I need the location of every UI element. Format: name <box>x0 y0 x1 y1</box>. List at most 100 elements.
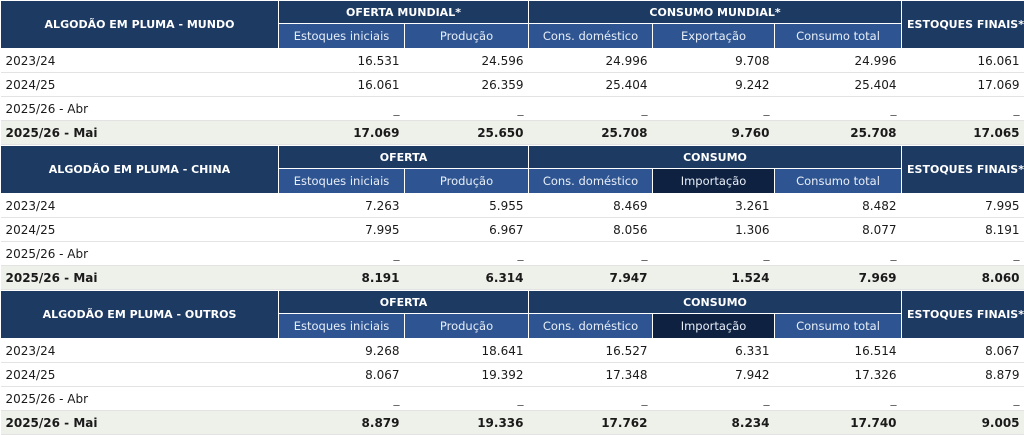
col-header: Produção <box>405 169 529 194</box>
row-label: 2024/25 <box>1 218 279 242</box>
cell: 25.404 <box>529 73 653 97</box>
cell: 7.995 <box>902 194 1024 218</box>
cell: 8.056 <box>529 218 653 242</box>
col-header: Consumo total <box>775 314 902 339</box>
cell: 16.061 <box>279 73 405 97</box>
group-header-consumption: CONSUMO <box>529 146 902 169</box>
table-row: 2023/24 9.268 18.641 16.527 6.331 16.514… <box>1 339 1024 363</box>
cell: _ <box>902 242 1024 266</box>
cell: 9.708 <box>653 49 775 73</box>
cell: 17.069 <box>902 73 1024 97</box>
cell: _ <box>279 387 405 411</box>
row-label: 2023/24 <box>1 49 279 73</box>
col-header: Cons. doméstico <box>529 24 653 49</box>
cell: _ <box>902 387 1024 411</box>
cell: _ <box>653 97 775 121</box>
section-outros: ALGODÃO EM PLUMA - OUTROS OFERTA CONSUMO… <box>0 290 1024 435</box>
row-label: 2025/26 - Mai <box>1 121 279 145</box>
cell: 6.314 <box>405 266 529 290</box>
cell: _ <box>775 97 902 121</box>
col-header: Importação <box>653 169 775 194</box>
group-header-supply: OFERTA <box>279 291 529 314</box>
col-header: Produção <box>405 314 529 339</box>
row-label: 2023/24 <box>1 194 279 218</box>
cell: _ <box>529 387 653 411</box>
cell: _ <box>529 97 653 121</box>
cell: 17.065 <box>902 121 1024 145</box>
group-header-supply: OFERTA MUNDIAL* <box>279 1 529 24</box>
table-china: ALGODÃO EM PLUMA - CHINA OFERTA CONSUMO … <box>0 145 1024 290</box>
row-label: 2024/25 <box>1 73 279 97</box>
cell: 25.650 <box>405 121 529 145</box>
cell: 3.261 <box>653 194 775 218</box>
cell: 8.482 <box>775 194 902 218</box>
cell: 1.306 <box>653 218 775 242</box>
cell: 8.191 <box>279 266 405 290</box>
cell: 19.336 <box>405 411 529 435</box>
col-header: Consumo total <box>775 24 902 49</box>
cell: _ <box>902 97 1024 121</box>
table-row: 2025/26 - Abr _ _ _ _ _ _ <box>1 242 1024 266</box>
cell: _ <box>279 242 405 266</box>
col-header: Importação <box>653 314 775 339</box>
section-china: ALGODÃO EM PLUMA - CHINA OFERTA CONSUMO … <box>0 145 1024 290</box>
cell: _ <box>405 242 529 266</box>
cell: 8.077 <box>775 218 902 242</box>
cell: _ <box>653 242 775 266</box>
table-row: 2025/26 - Abr _ _ _ _ _ _ <box>1 97 1024 121</box>
cell: 9.760 <box>653 121 775 145</box>
cell: 26.359 <box>405 73 529 97</box>
row-label: 2024/25 <box>1 363 279 387</box>
cell: 8.879 <box>902 363 1024 387</box>
col-header: Exportação <box>653 24 775 49</box>
cell: 18.641 <box>405 339 529 363</box>
cell: _ <box>653 387 775 411</box>
cell: 19.392 <box>405 363 529 387</box>
row-label: 2025/26 - Mai <box>1 266 279 290</box>
cell: 7.942 <box>653 363 775 387</box>
cell: 16.061 <box>902 49 1024 73</box>
cell: 5.955 <box>405 194 529 218</box>
cell: 16.527 <box>529 339 653 363</box>
row-label: 2023/24 <box>1 339 279 363</box>
group-header-ending-stocks: ESTOQUES FINAIS* <box>902 291 1024 339</box>
cell: 7.969 <box>775 266 902 290</box>
cell: 24.596 <box>405 49 529 73</box>
col-header: Estoques iniciais <box>279 24 405 49</box>
table-row-highlight: 2025/26 - Mai 8.879 19.336 17.762 8.234 … <box>1 411 1024 435</box>
cell: 17.348 <box>529 363 653 387</box>
table-outros: ALGODÃO EM PLUMA - OUTROS OFERTA CONSUMO… <box>0 290 1024 435</box>
table-row-highlight: 2025/26 - Mai 8.191 6.314 7.947 1.524 7.… <box>1 266 1024 290</box>
col-header: Cons. doméstico <box>529 314 653 339</box>
cell: 17.740 <box>775 411 902 435</box>
cell: _ <box>775 387 902 411</box>
row-label: 2025/26 - Mai <box>1 411 279 435</box>
cell: 9.005 <box>902 411 1024 435</box>
cell: 9.268 <box>279 339 405 363</box>
table-mundo: ALGODÃO EM PLUMA - MUNDO OFERTA MUNDIAL*… <box>0 0 1024 145</box>
cell: 8.469 <box>529 194 653 218</box>
cell: 17.762 <box>529 411 653 435</box>
col-header: Consumo total <box>775 169 902 194</box>
row-label: 2025/26 - Abr <box>1 242 279 266</box>
cell: 6.967 <box>405 218 529 242</box>
cell: 8.060 <box>902 266 1024 290</box>
cell: _ <box>405 97 529 121</box>
cell: 7.947 <box>529 266 653 290</box>
section-mundo: ALGODÃO EM PLUMA - MUNDO OFERTA MUNDIAL*… <box>0 0 1024 145</box>
cell: 8.191 <box>902 218 1024 242</box>
cell: 17.326 <box>775 363 902 387</box>
table-row: 2024/25 8.067 19.392 17.348 7.942 17.326… <box>1 363 1024 387</box>
table-row: 2024/25 7.995 6.967 8.056 1.306 8.077 8.… <box>1 218 1024 242</box>
cell: _ <box>775 242 902 266</box>
cell: 16.514 <box>775 339 902 363</box>
cell: 9.242 <box>653 73 775 97</box>
group-header-ending-stocks: ESTOQUES FINAIS* <box>902 146 1024 194</box>
cell: 8.067 <box>902 339 1024 363</box>
cell: 17.069 <box>279 121 405 145</box>
group-header-supply: OFERTA <box>279 146 529 169</box>
section-title: ALGODÃO EM PLUMA - OUTROS <box>1 291 279 339</box>
cell: _ <box>405 387 529 411</box>
row-label: 2025/26 - Abr <box>1 387 279 411</box>
cell: 25.708 <box>529 121 653 145</box>
